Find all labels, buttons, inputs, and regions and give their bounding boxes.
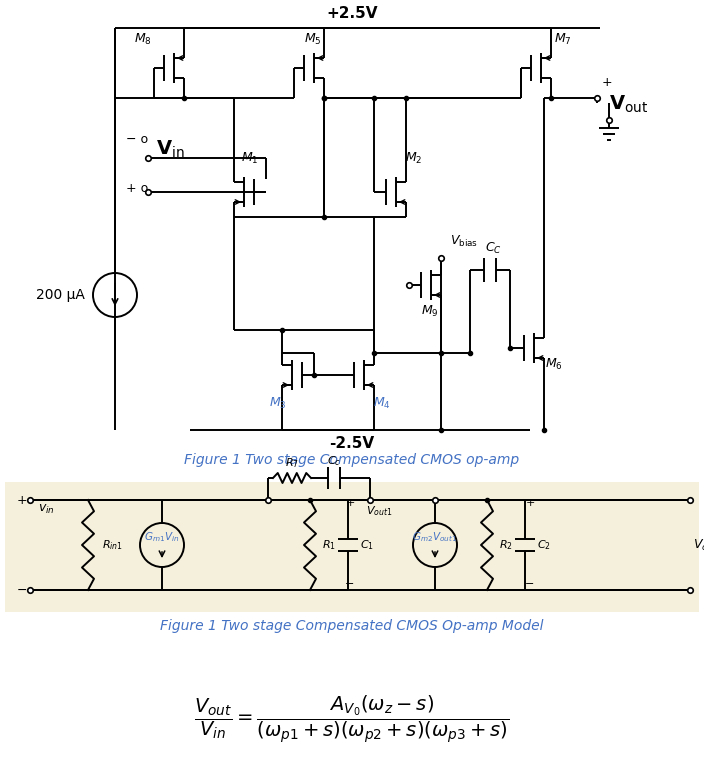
Text: +2.5V: +2.5V — [326, 5, 378, 20]
Text: −: − — [346, 579, 355, 589]
Text: $C_C$: $C_C$ — [484, 241, 501, 256]
Text: $\mathbf{V}_{\mathrm{out}}$: $\mathbf{V}_{\mathrm{out}}$ — [609, 94, 648, 115]
Text: $C_1$: $C_1$ — [360, 538, 374, 552]
Text: $V_{out}$: $V_{out}$ — [693, 537, 704, 553]
Text: $C_c$: $C_c$ — [327, 454, 341, 468]
Text: −: − — [17, 583, 27, 597]
Text: $M_1$: $M_1$ — [241, 151, 259, 166]
Text: +: + — [17, 493, 27, 507]
Text: $M_2$: $M_2$ — [406, 151, 422, 166]
Text: $M_4$: $M_4$ — [373, 396, 391, 411]
Text: $G_{m1}V_{in}$: $G_{m1}V_{in}$ — [144, 530, 180, 543]
Text: $R_1$: $R_1$ — [322, 538, 336, 552]
Text: −: − — [602, 128, 612, 141]
Text: $G_{m2}V_{out1}$: $G_{m2}V_{out1}$ — [413, 530, 458, 543]
Text: $M_3$: $M_3$ — [269, 396, 287, 411]
Text: $R_{in1}$: $R_{in1}$ — [102, 538, 123, 552]
Text: $\mathbf{V}_{\mathrm{in}}$: $\mathbf{V}_{\mathrm{in}}$ — [156, 139, 184, 160]
Text: $R_7$: $R_7$ — [285, 456, 299, 470]
Text: +: + — [346, 498, 355, 508]
Text: -2.5V: -2.5V — [329, 436, 375, 450]
Text: $M_6$: $M_6$ — [545, 357, 563, 372]
Text: $M_5$: $M_5$ — [304, 32, 322, 47]
Text: Figure 1 Two stage Compensated CMOS Op-amp Model: Figure 1 Two stage Compensated CMOS Op-a… — [161, 619, 543, 633]
Text: $V_{out1}$: $V_{out1}$ — [366, 504, 393, 518]
Text: $V_{\mathrm{bias}}$: $V_{\mathrm{bias}}$ — [450, 234, 478, 249]
Text: $v_{in}$: $v_{in}$ — [38, 503, 55, 516]
Text: + o: + o — [126, 182, 148, 195]
Text: $M_9$: $M_9$ — [421, 304, 439, 319]
Text: 200 μA: 200 μA — [36, 288, 85, 302]
Text: − o: − o — [126, 133, 148, 146]
Text: Figure 1 Two stage Compensated CMOS op-amp: Figure 1 Two stage Compensated CMOS op-a… — [184, 453, 520, 467]
Text: $M_8$: $M_8$ — [134, 32, 152, 47]
Text: $M_7$: $M_7$ — [554, 32, 572, 47]
Text: $C_2$: $C_2$ — [537, 538, 551, 552]
Text: $R_2$: $R_2$ — [499, 538, 513, 552]
Text: +: + — [525, 498, 534, 508]
Text: $\dfrac{V_{out}}{V_{in}} = \dfrac{A_{V_0}(\omega_z - s)}{(\omega_{p1} + s)(\omeg: $\dfrac{V_{out}}{V_{in}} = \dfrac{A_{V_0… — [194, 694, 510, 746]
FancyBboxPatch shape — [5, 482, 699, 612]
Text: +: + — [602, 76, 612, 89]
Text: −: − — [525, 579, 534, 589]
